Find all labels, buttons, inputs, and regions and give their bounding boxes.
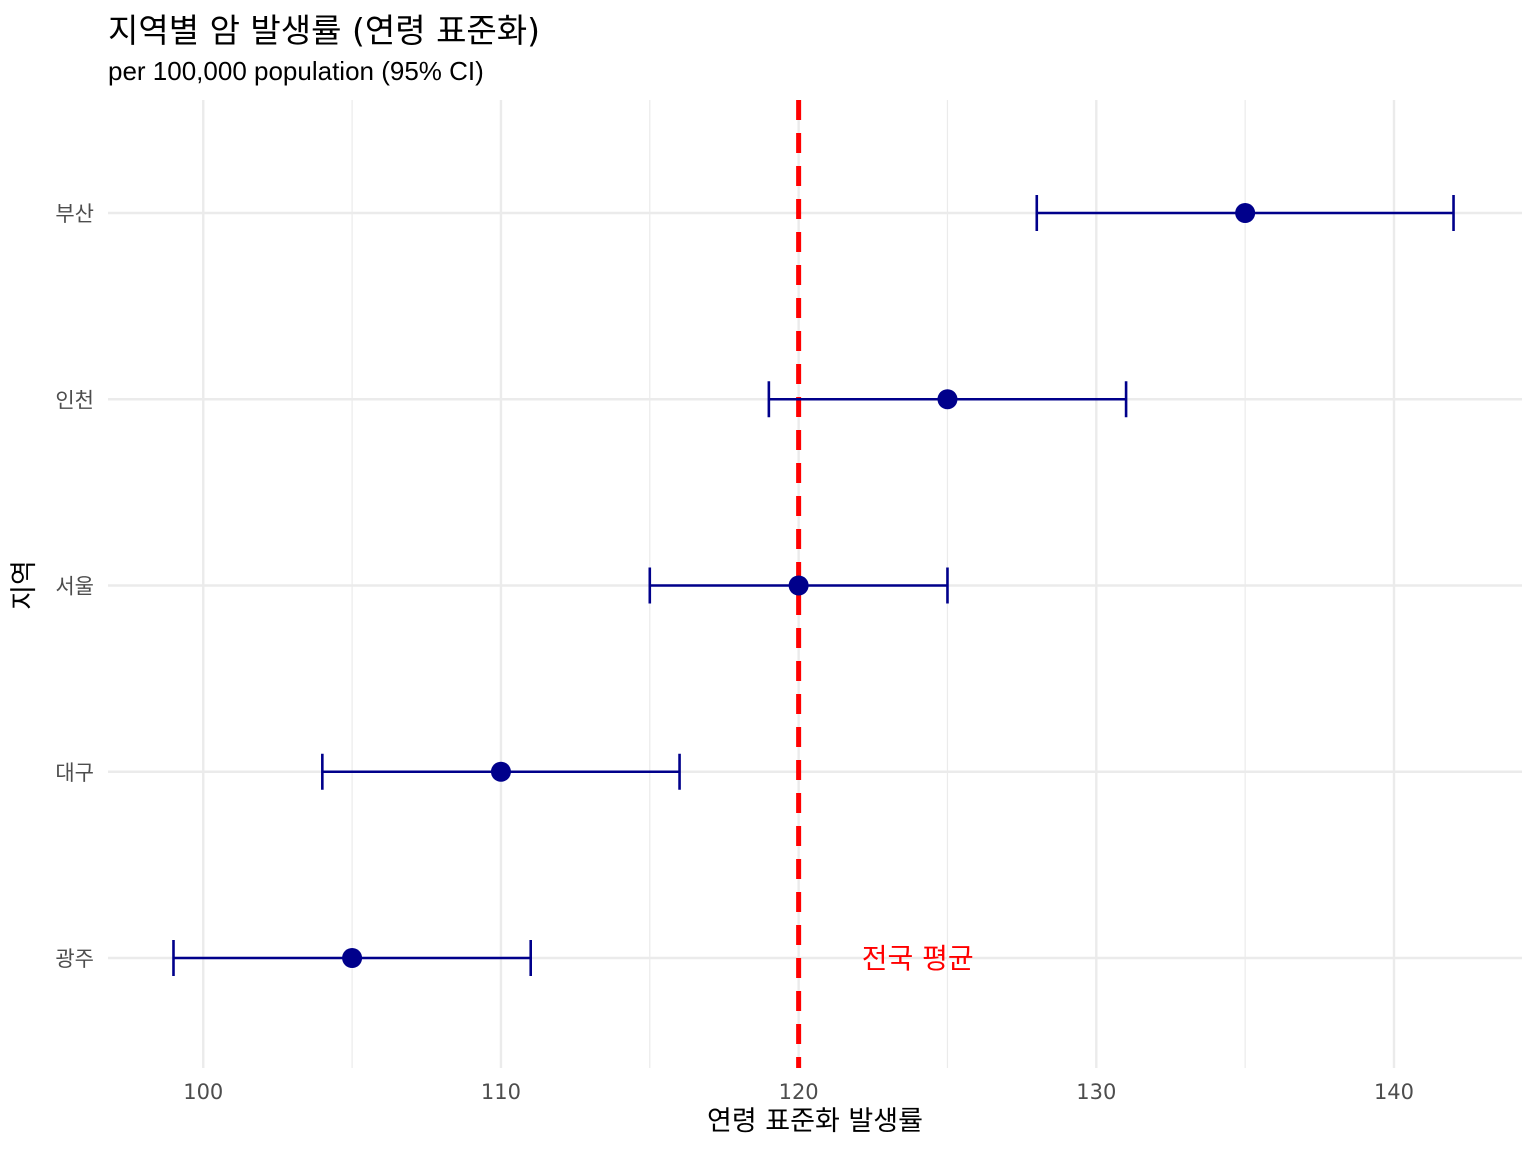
data-point: [788, 575, 809, 596]
y-tick-label: 광주: [55, 947, 94, 971]
series: [172, 195, 1455, 976]
y-tick-label: 대구: [55, 761, 94, 785]
y-axis-title: 지역: [9, 560, 40, 610]
x-tick-label: 140: [1374, 1080, 1414, 1104]
reference-line-label: 전국 평균: [862, 942, 974, 975]
y-tick-label: 인천: [55, 388, 94, 412]
y-tick-label: 부산: [55, 202, 94, 226]
reference-line-group: 전국 평균: [796, 100, 974, 1068]
x-axis-ticks: 100 110 120 130 140: [183, 1080, 1414, 1104]
x-tick-label: 130: [1076, 1080, 1116, 1104]
grid: [108, 100, 1522, 1068]
data-point: [1235, 203, 1256, 223]
y-tick-label: 서울: [55, 575, 94, 599]
x-tick-label: 120: [779, 1080, 819, 1104]
data-point: [342, 948, 363, 968]
x-tick-label: 110: [481, 1080, 521, 1104]
x-axis-title: 연령 표준화 발생률: [707, 1106, 923, 1137]
x-tick-label: 100: [183, 1080, 223, 1104]
chart-subtitle: per 100,000 population (95% CI): [108, 56, 484, 86]
chart-title: 지역별 암 발생률 (연령 표준화): [108, 11, 541, 50]
data-point: [937, 389, 958, 410]
data-point: [490, 761, 511, 782]
